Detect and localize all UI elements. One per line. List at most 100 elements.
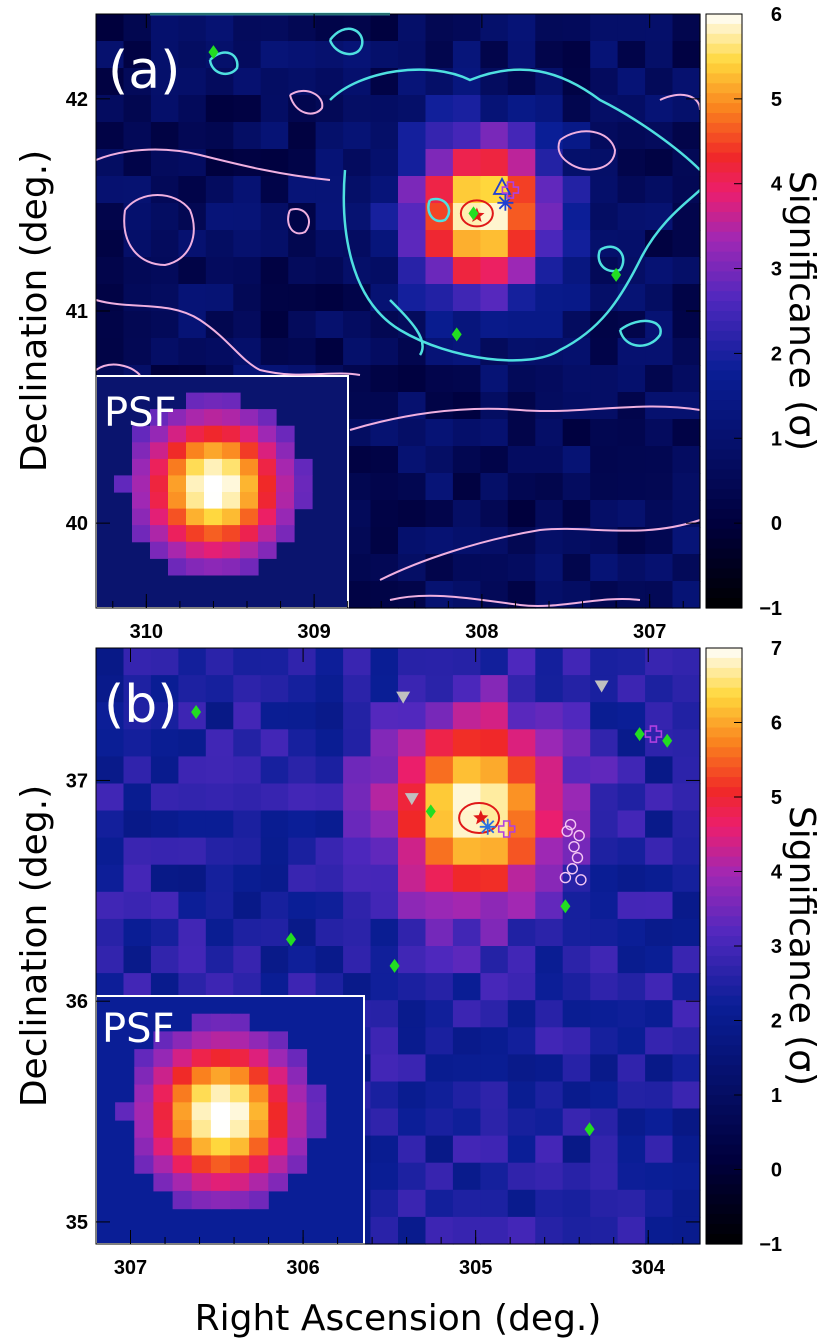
heatmap-cell <box>590 648 619 676</box>
colorbar-segment <box>706 261 742 272</box>
heatmap-cell <box>645 891 674 920</box>
psf-cell <box>240 425 259 443</box>
heatmap-cell <box>562 648 591 676</box>
heatmap-cell <box>562 729 591 757</box>
heatmap-cell <box>535 1027 564 1055</box>
psf-cell <box>210 1190 231 1210</box>
heatmap-cell <box>452 446 481 474</box>
green-diamond-marker <box>634 727 645 742</box>
heatmap-cell <box>452 284 481 312</box>
heatmap-cell <box>96 284 125 312</box>
heatmap-cell <box>535 1162 564 1191</box>
heatmap-cell <box>452 1162 481 1191</box>
heatmap-cell <box>398 1162 427 1191</box>
colorbar-segment <box>706 747 742 758</box>
heatmap-cell <box>398 122 427 150</box>
psf-cell <box>204 541 223 559</box>
green-diamond-marker <box>611 267 622 282</box>
psf-cell <box>150 525 169 543</box>
heatmap-cell <box>672 1000 701 1028</box>
psf-cell <box>210 1155 231 1174</box>
heatmap-cell <box>123 122 152 150</box>
heatmap-cell <box>590 446 619 474</box>
heatmap-cell <box>590 419 619 447</box>
psf-cell <box>186 409 205 427</box>
heatmap-cell <box>480 284 509 312</box>
heatmap-cell <box>590 284 619 312</box>
heatmap-cell <box>370 648 399 676</box>
heatmap-cell <box>452 756 481 785</box>
red-ellipse-marker <box>459 199 494 228</box>
panel-a-psf-label: PSF <box>104 390 177 436</box>
heatmap-cell <box>96 41 125 69</box>
heatmap-cell <box>178 891 207 920</box>
heatmap-cell <box>507 1054 536 1083</box>
heatmap-cell <box>178 648 207 676</box>
psf-cell <box>204 508 223 526</box>
y-tick-label: 37 <box>66 770 88 792</box>
colorbar-segment <box>706 350 742 362</box>
colorbar-segment <box>706 449 742 461</box>
psf-cell <box>306 1120 327 1139</box>
psf-cell <box>222 508 241 526</box>
heatmap-cell <box>260 946 289 974</box>
colorbar-segment <box>706 1124 742 1136</box>
heatmap-cell <box>370 176 399 204</box>
heatmap-cell <box>370 837 399 866</box>
colorbar-tick-label: 2 <box>771 1011 782 1033</box>
heatmap-cell <box>260 311 289 339</box>
heatmap-cell <box>562 1081 591 1110</box>
heatmap-cell <box>370 527 399 555</box>
psf-cell <box>168 508 187 526</box>
psf-cell <box>222 525 241 543</box>
psf-cell <box>230 1120 250 1139</box>
heatmap-cell <box>233 891 262 920</box>
heatmap-cell <box>123 783 152 812</box>
colorbar-segment <box>706 231 742 243</box>
psf-cell <box>204 525 223 543</box>
heatmap-cell <box>398 702 427 730</box>
heatmap-cell <box>590 756 619 785</box>
heatmap-cell <box>590 729 619 757</box>
heatmap-cell <box>343 702 372 730</box>
psf-cell <box>230 1190 250 1210</box>
colorbar-segment <box>706 548 742 560</box>
heatmap-cell <box>590 581 619 609</box>
psf-cell <box>168 442 187 460</box>
heatmap-cell <box>370 41 399 69</box>
green-diamond-marker <box>425 804 436 819</box>
psf-cell <box>153 1049 174 1068</box>
heatmap-cell <box>150 311 179 339</box>
white-circle-marker <box>561 825 573 837</box>
colorbar-segment <box>706 717 742 728</box>
heatmap-cell <box>205 230 234 258</box>
heatmap-cell <box>535 1108 564 1137</box>
heatmap-cell <box>288 675 317 703</box>
heatmap-cell <box>205 14 234 42</box>
colorbar-segment <box>706 926 742 937</box>
psf-cell <box>204 442 223 460</box>
heatmap-cell <box>535 702 564 730</box>
heatmap-cell <box>315 648 344 676</box>
psf-cell <box>191 1084 212 1103</box>
colorbar-segment <box>706 1214 742 1225</box>
colorbar-tick-label: 1 <box>771 428 782 450</box>
heatmap-cell <box>672 554 701 582</box>
white-circle-marker <box>568 840 580 853</box>
heatmap-cell <box>370 338 399 366</box>
colorbar-tick-label: 4 <box>771 862 783 884</box>
psf-cell <box>276 492 295 510</box>
heatmap-cell <box>507 500 536 528</box>
psf-cell <box>150 508 169 526</box>
psf-cell <box>258 475 277 493</box>
heatmap-cell <box>507 1216 536 1245</box>
psf-cell <box>230 1084 250 1103</box>
heatmap-cell <box>233 837 262 866</box>
heatmap-cell <box>123 95 152 123</box>
colorbar-segment <box>706 400 742 411</box>
heatmap-cell <box>123 311 152 339</box>
purple-cross-marker <box>501 181 520 199</box>
psf-cell <box>222 442 241 460</box>
colorbar-segment <box>706 122 742 134</box>
heatmap-cell <box>562 1000 591 1028</box>
